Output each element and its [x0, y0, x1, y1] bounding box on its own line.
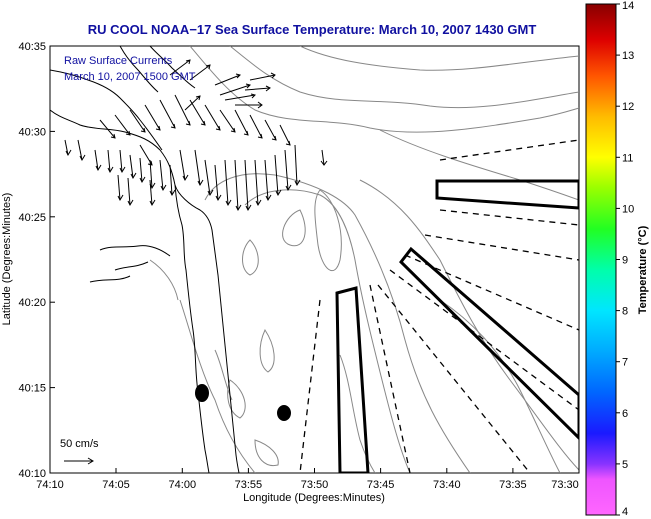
colorbar-tick: 14 [622, 0, 634, 12]
x-tick-label: 73:40 [433, 479, 461, 491]
x-axis: 74:10 74:05 74:00 73:55 73:50 73:45 73:4… [36, 468, 580, 504]
current-vectors [64, 59, 328, 212]
colorbar-tick: 5 [622, 459, 628, 471]
y-axis-label: Latitude (Degrees:Minutes) [1, 193, 13, 326]
scale-label: 50 cm/s [60, 438, 99, 450]
x-tick-label: 73:35 [499, 479, 527, 491]
legend-line-2: March 10, 2007 1500 GMT [64, 71, 196, 83]
x-tick-label: 73:55 [235, 479, 263, 491]
bathymetry-contours [149, 46, 579, 473]
coastline [50, 46, 240, 473]
station-marker-1 [195, 384, 209, 402]
x-tick-label: 74:05 [102, 479, 130, 491]
y-tick-label: 40:10 [18, 468, 46, 480]
colorbar-gradient [585, 3, 617, 516]
y-tick-label: 40:30 [18, 126, 46, 138]
colorbar: 14 13 12 11 10 9 8 7 6 5 4 Temperature (… [585, 0, 649, 518]
station-marker-2 [277, 405, 291, 421]
x-tick-label: 73:50 [301, 479, 329, 491]
map-title: RU COOL NOAA−17 Sea Surface Temperature:… [88, 22, 537, 37]
y-tick-label: 40:25 [18, 212, 46, 224]
x-tick-label: 74:00 [169, 479, 197, 491]
colorbar-tick: 7 [622, 357, 628, 369]
x-tick-label: 73:30 [551, 479, 579, 491]
colorbar-tick: 10 [622, 203, 634, 215]
legend-line-1: Raw Surface Currents [64, 55, 173, 67]
colorbar-tick: 12 [622, 101, 634, 113]
sector-lines [299, 139, 579, 473]
y-tick-label: 40:15 [18, 383, 46, 395]
y-tick-label: 40:20 [18, 297, 46, 309]
colorbar-label: Temperature (°C) [637, 225, 649, 314]
colorbar-tick: 6 [622, 408, 628, 420]
colorbar-tick: 4 [622, 506, 628, 518]
x-tick-label: 73:45 [367, 479, 395, 491]
plot-area [49, 45, 580, 474]
colorbar-tick: 8 [622, 306, 628, 318]
colorbar-tick: 9 [622, 255, 628, 267]
x-tick-label: 74:10 [36, 479, 64, 491]
y-tick-label: 40:35 [18, 41, 46, 53]
colorbar-tick: 11 [622, 152, 633, 164]
y-axis: 40:35 40:30 40:25 40:20 40:15 40:10 Lati… [1, 41, 55, 480]
colorbar-tick: 13 [622, 50, 634, 62]
x-axis-label: Longitude (Degrees:Minutes) [243, 492, 385, 504]
sector-boxes [335, 179, 579, 473]
scale-vector [64, 457, 94, 465]
